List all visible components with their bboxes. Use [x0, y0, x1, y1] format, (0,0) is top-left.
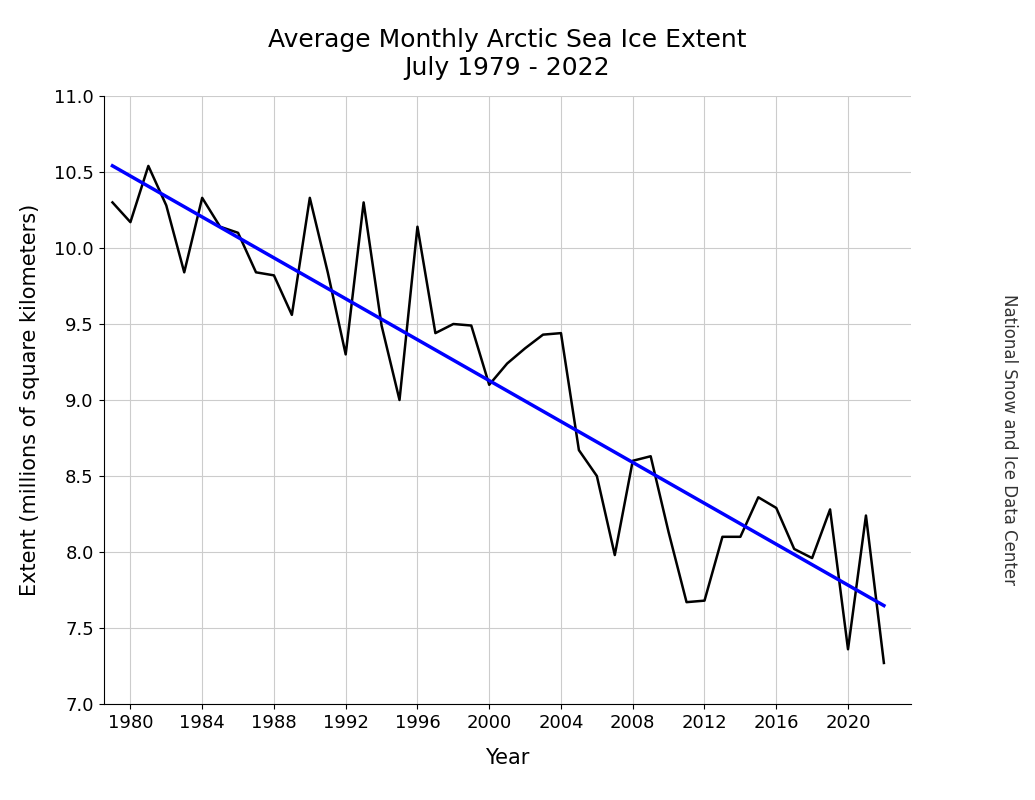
X-axis label: Year: Year [485, 748, 529, 768]
Text: National Snow and Ice Data Center: National Snow and Ice Data Center [1000, 294, 1018, 586]
Y-axis label: Extent (millions of square kilometers): Extent (millions of square kilometers) [20, 204, 40, 596]
Title: Average Monthly Arctic Sea Ice Extent
July 1979 - 2022: Average Monthly Arctic Sea Ice Extent Ju… [268, 28, 746, 80]
